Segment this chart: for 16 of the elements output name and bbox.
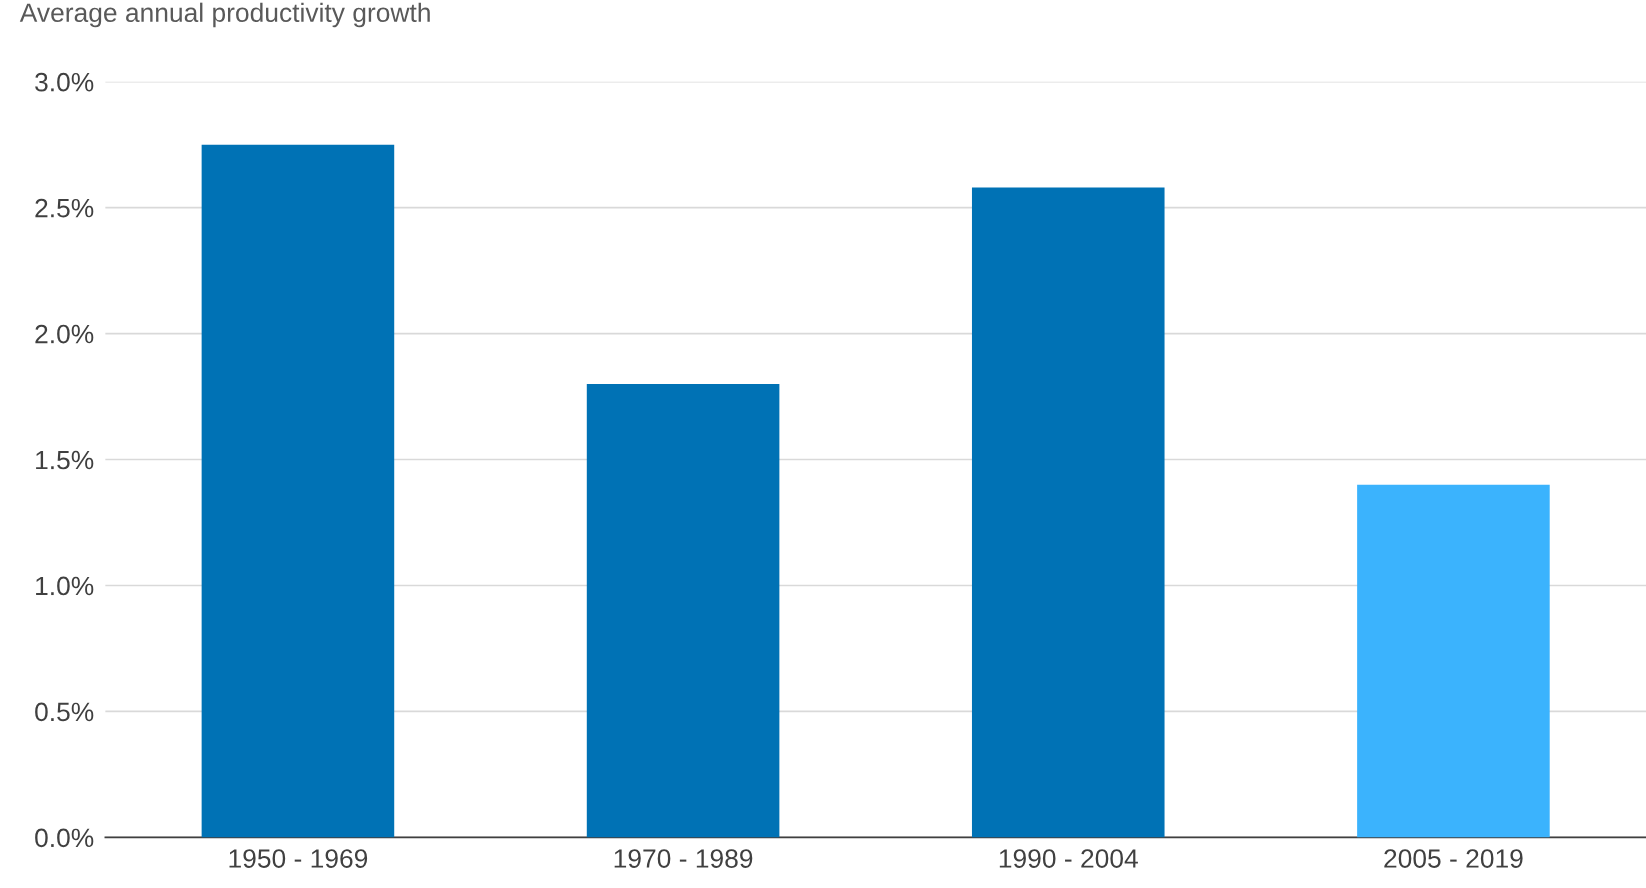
x-tick-label: 1950 - 1969 (229, 849, 368, 868)
y-tick-label: 2.5% (35, 198, 94, 218)
bar (586, 383, 780, 838)
x-tick-label: 1970 - 1989 (614, 849, 753, 868)
x-tick-label: 2005 - 2019 (1384, 849, 1523, 868)
bar (971, 187, 1165, 838)
y-tick-label: 0.0% (35, 828, 94, 848)
y-tick-label: 1.0% (36, 576, 94, 596)
bar (1357, 484, 1550, 838)
y-tick-label: 0.5% (35, 702, 94, 722)
x-tick-label: 1990 - 2004 (999, 849, 1138, 868)
chart-title: Average annual productivity growth (19, 2, 430, 28)
bar (201, 144, 395, 838)
y-tick-label: 1.5% (36, 450, 94, 470)
y-tick-label: 2.0% (35, 324, 94, 344)
y-tick-label: 3.0% (35, 72, 94, 92)
